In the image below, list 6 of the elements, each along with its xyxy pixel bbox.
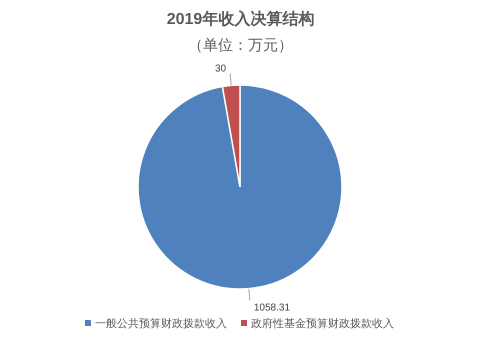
data-label: 30 <box>215 63 227 74</box>
chart-subtitle: （单位：万元） <box>188 37 293 54</box>
legend-label: 一般公共预算财政拨款收入 <box>95 317 227 330</box>
legend-label: 政府性基金预算财政拨款收入 <box>251 317 394 330</box>
data-label: 1058.31 <box>254 302 290 314</box>
chart-title: 2019年收入决算结构 <box>166 10 314 28</box>
